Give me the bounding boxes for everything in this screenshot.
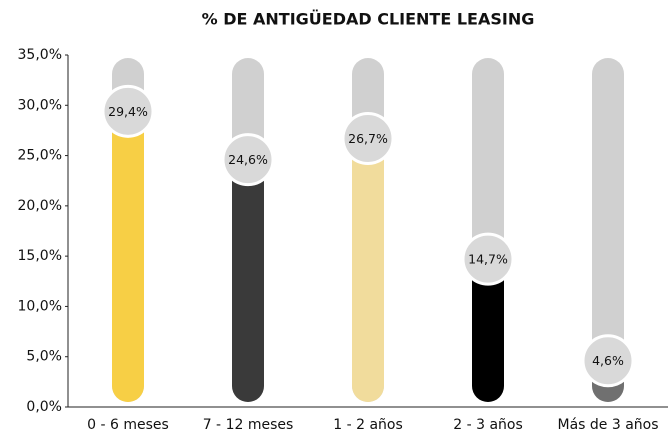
y-tick-label: 30,0%	[18, 97, 62, 113]
bar-track	[592, 58, 624, 402]
value-label: 14,7%	[468, 252, 508, 267]
value-bubble	[581, 334, 635, 388]
value-label: 26,7%	[348, 131, 388, 146]
value-bubble	[341, 111, 395, 165]
bar	[112, 111, 144, 402]
x-tick-label: 2 - 3 años	[453, 417, 523, 433]
x-tick-label: 1 - 2 años	[333, 417, 403, 433]
chart-title: % DE ANTIGÜEDAD CLIENTE LEASING	[202, 10, 535, 29]
x-tick-label: 0 - 6 meses	[87, 417, 169, 433]
y-tick-label: 25,0%	[18, 148, 62, 164]
y-tick-label: 10,0%	[18, 298, 62, 314]
bar	[472, 259, 504, 402]
value-label: 4,6%	[592, 353, 624, 368]
x-tick-label: Más de 3 años	[557, 417, 658, 433]
y-tick-label: 0,0%	[26, 399, 62, 415]
value-label: 29,4%	[108, 104, 148, 119]
value-bubble	[461, 232, 515, 286]
x-tick-label: 7 - 12 meses	[203, 417, 294, 433]
value-bubble	[221, 133, 275, 187]
y-tick-label: 5,0%	[26, 349, 62, 365]
y-tick-label: 15,0%	[18, 248, 62, 264]
value-bubble	[101, 84, 155, 138]
y-tick-label: 20,0%	[18, 198, 62, 214]
bar	[232, 159, 264, 402]
value-label: 24,6%	[228, 152, 268, 167]
bar	[352, 138, 384, 402]
y-tick-label: 35,0%	[18, 47, 62, 63]
